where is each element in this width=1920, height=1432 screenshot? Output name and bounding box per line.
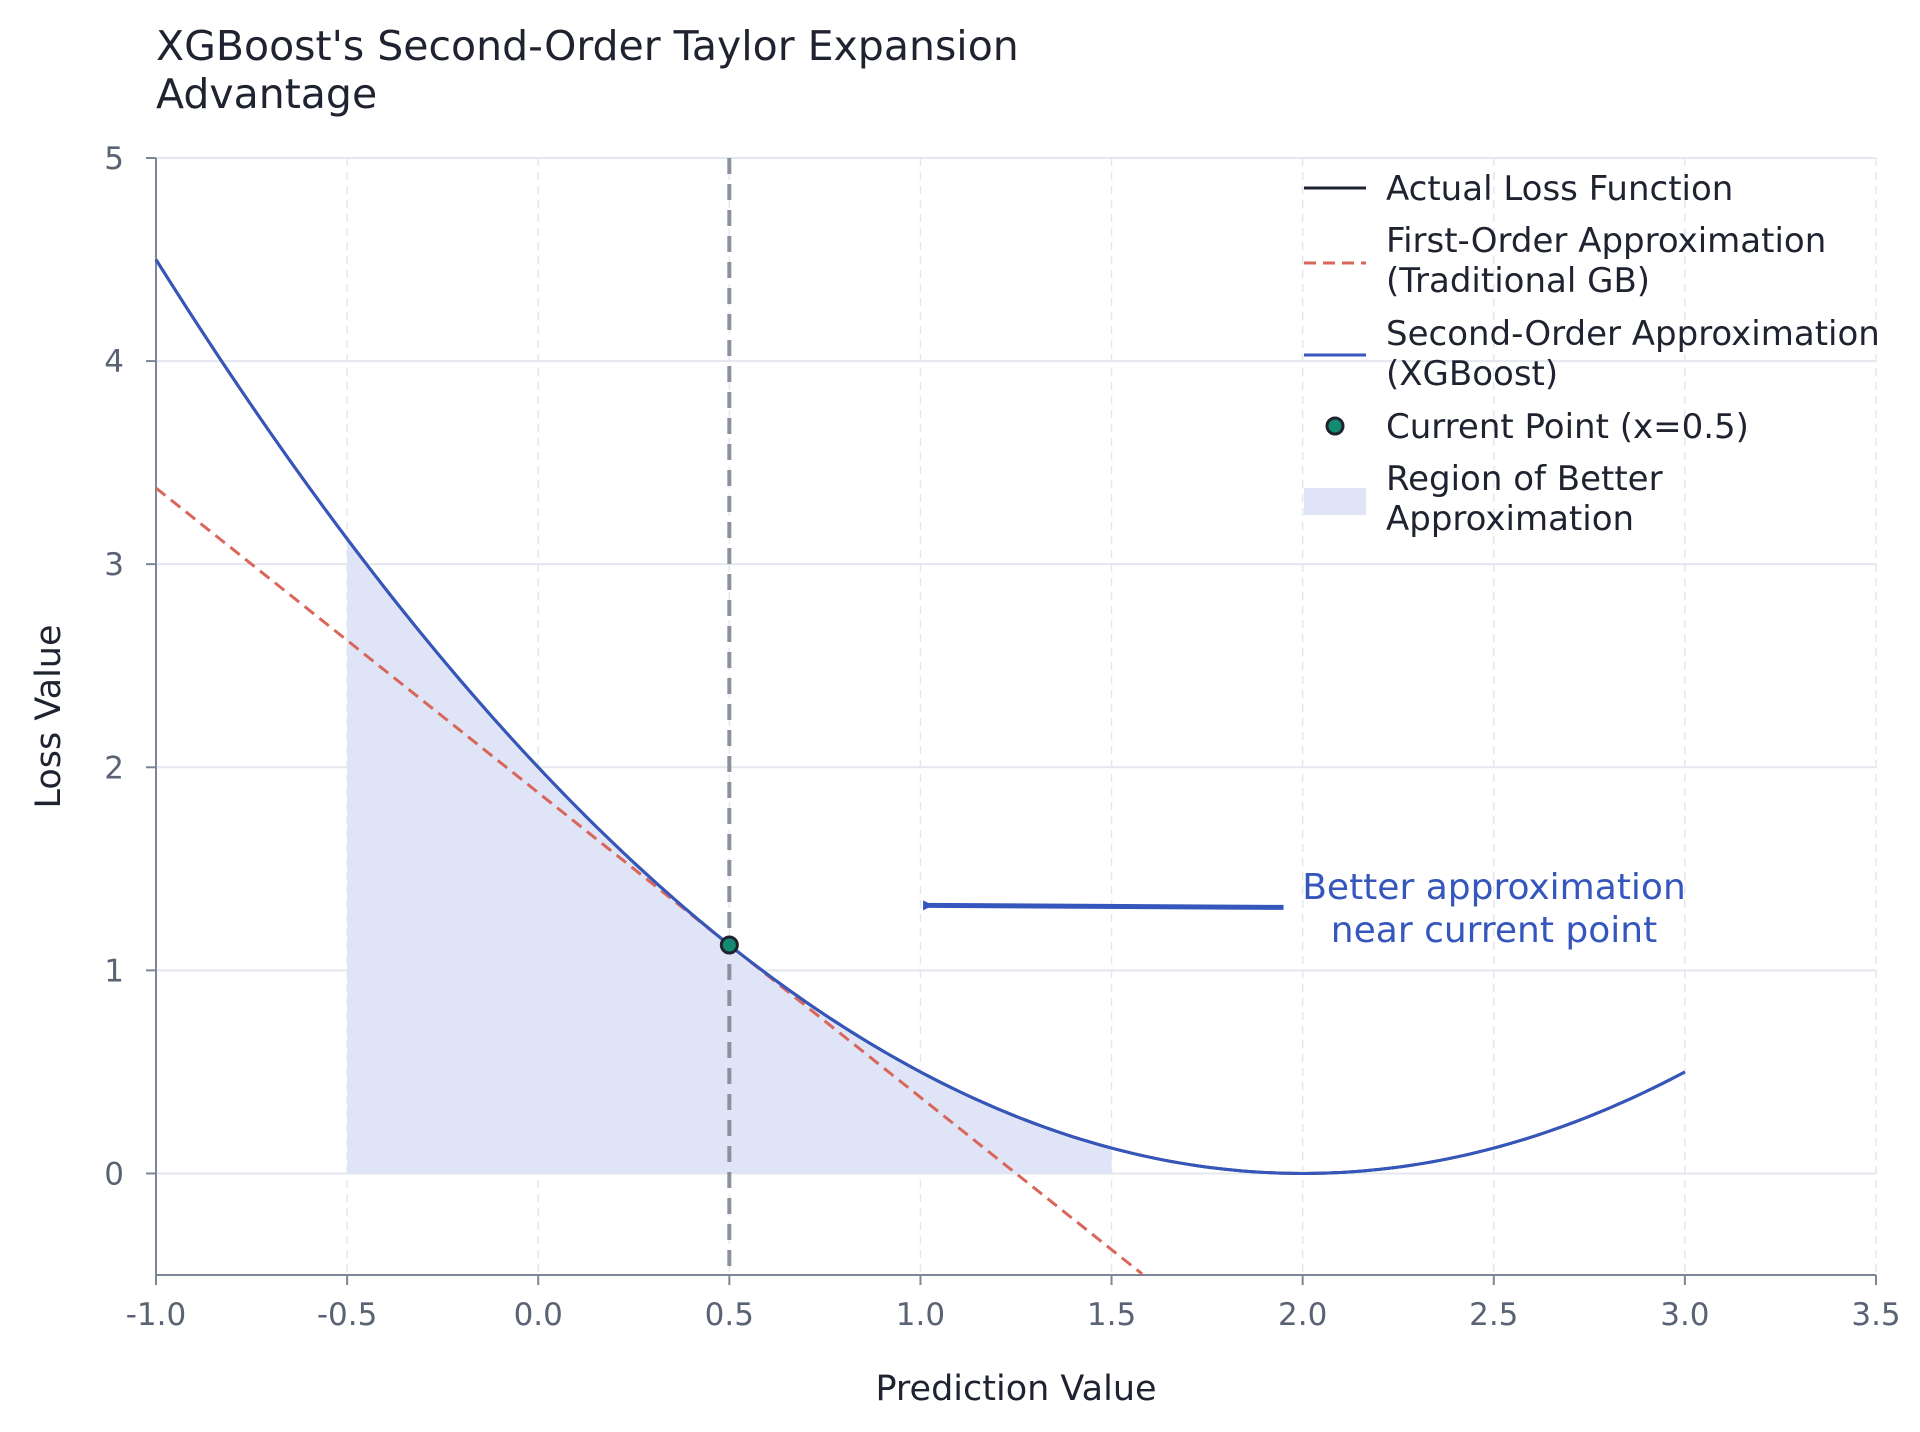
x-tick-label: 2.0 — [1278, 1297, 1327, 1333]
legend-label-first-order: First-Order Approximation (Traditional GB… — [1386, 221, 1826, 301]
x-tick-label: -1.0 — [126, 1297, 187, 1333]
x-tick-label: 0.5 — [705, 1297, 754, 1333]
annotation-arrow — [923, 900, 1284, 911]
legend-label-current-point: Current Point (x=0.5) — [1386, 407, 1749, 447]
y-tick-label: 0 — [104, 1156, 124, 1192]
chart-title: XGBoost's Second-Order Taylor Expansion … — [156, 22, 1019, 118]
legend-swatch-current-point — [1325, 416, 1345, 436]
current-point-marker — [719, 935, 739, 955]
x-tick-label: 3.5 — [1851, 1297, 1900, 1333]
x-tick-label: -0.5 — [317, 1297, 378, 1333]
legend-label-second-order: Second-Order Approximation (XGBoost) — [1386, 314, 1880, 394]
x-tick-label: 1.0 — [896, 1297, 945, 1333]
x-axis-label: Prediction Value — [875, 1369, 1156, 1409]
annotation-layer: Better approximation near current point — [923, 867, 1686, 951]
y-tick-label: 5 — [104, 141, 124, 177]
x-tick-label: 1.5 — [1087, 1297, 1136, 1333]
better-approximation-region — [347, 538, 1112, 1174]
y-tick-label: 1 — [104, 953, 124, 989]
y-tick-label: 4 — [104, 344, 124, 380]
legend: Actual Loss Function First-Order Approxim… — [1304, 169, 1880, 539]
second-order-approximation-line — [154, 258, 1686, 1175]
y-axis-label: Loss Value — [29, 624, 69, 808]
first-order-approximation-line — [155, 486, 1144, 1276]
y-tick-label: 2 — [104, 750, 124, 786]
legend-label-region: Region of Better Approximation — [1386, 459, 1663, 539]
legend-swatch-region — [1304, 488, 1366, 515]
axes: -1.0 -0.5 0.0 0.5 1.0 1.5 2.0 2.5 3.0 3.5 0 1 2 3 4 5 — [104, 141, 1900, 1333]
series-layer — [154, 158, 1686, 1276]
annotation-text: Better approximation near current point — [1302, 867, 1686, 951]
better-approximation-region-layer — [347, 538, 1112, 1174]
y-tick-label: 3 — [104, 547, 124, 583]
legend-label-actual-loss: Actual Loss Function — [1386, 169, 1733, 209]
x-tick-label: 2.5 — [1469, 1297, 1518, 1333]
x-tick-label: 0.0 — [514, 1297, 563, 1333]
x-tick-label: 3.0 — [1660, 1297, 1709, 1333]
